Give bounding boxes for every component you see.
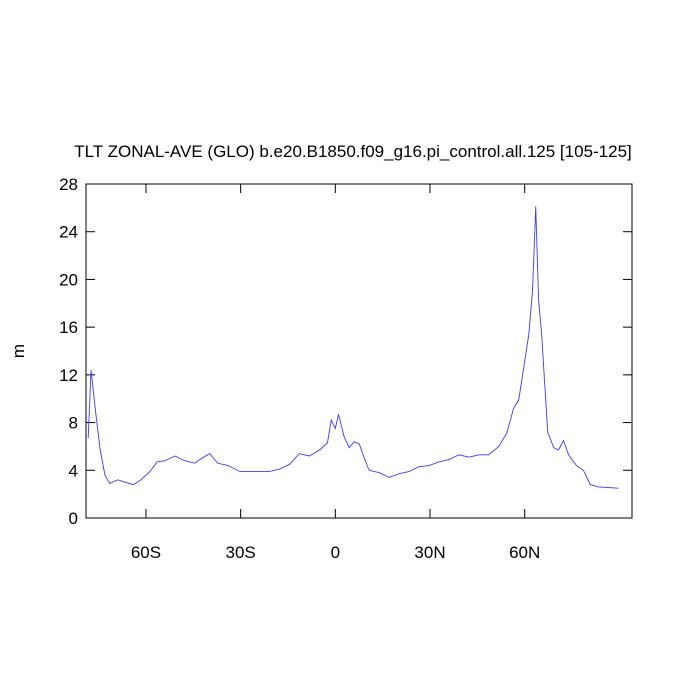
y-tick-label: 20	[59, 270, 78, 289]
y-tick-label: 8	[69, 414, 78, 433]
data-line	[87, 206, 619, 489]
x-tick-label: 0	[331, 543, 340, 562]
x-tick-label: 30N	[414, 543, 445, 562]
y-axis-label: m	[9, 344, 28, 358]
y-tick-label: 28	[59, 175, 78, 194]
plot-frame	[85, 183, 633, 519]
y-tick-label: 24	[59, 223, 78, 242]
x-tick-label: 60S	[131, 543, 161, 562]
y-tick-label: 16	[59, 318, 78, 337]
y-tick-label: 4	[69, 461, 78, 480]
x-tick-label: 30S	[226, 543, 256, 562]
y-tick-label: 0	[69, 509, 78, 528]
y-tick-label: 12	[59, 366, 78, 385]
chart-title: TLT ZONAL-AVE (GLO) b.e20.B1850.f09_g16.…	[74, 142, 632, 161]
x-tick-label: 60N	[509, 543, 540, 562]
